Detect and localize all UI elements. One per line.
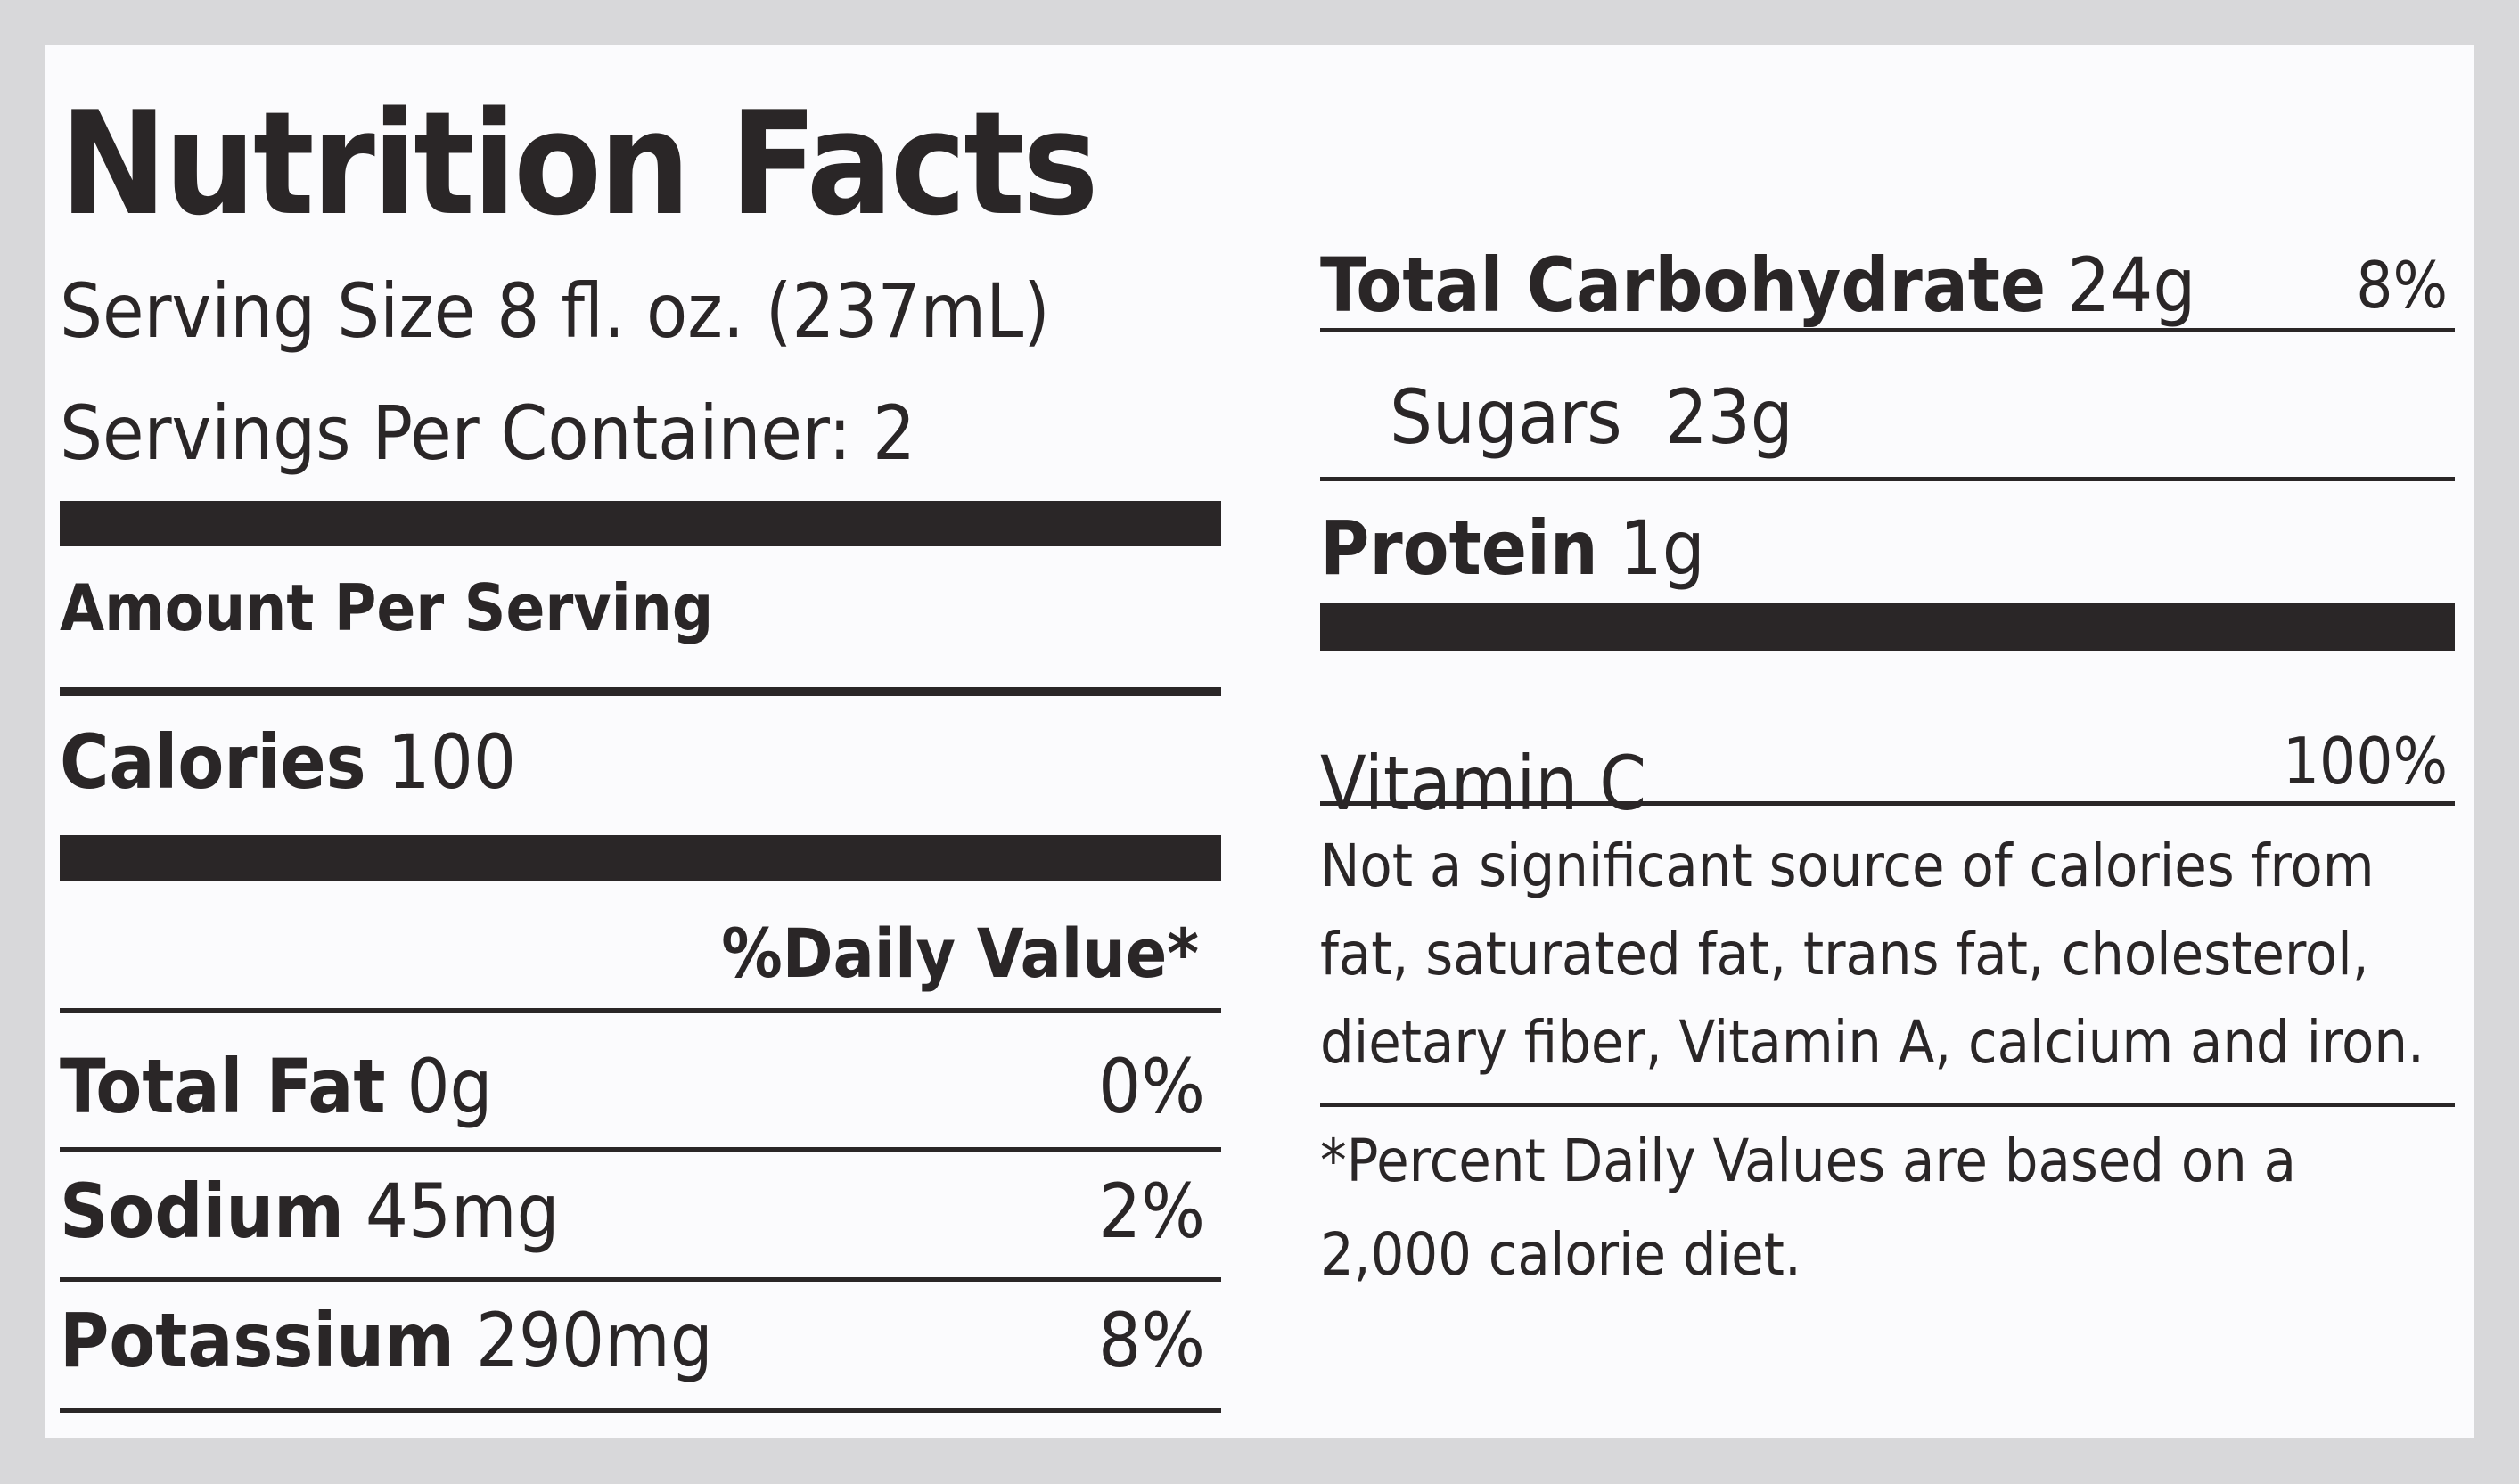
daily-value: 2% (1098, 1168, 1205, 1255)
thick-rule (60, 501, 1221, 546)
nutrition-label: Nutrition Facts Serving Size 8 fl. oz. (… (45, 45, 2474, 1438)
nutrient-amount: 1g (1619, 504, 1705, 592)
thick-rule (1320, 603, 2455, 651)
nutrient-row: Sugars 23g (1390, 373, 1793, 461)
nutrient-label: Sugars (1390, 373, 1622, 461)
rule (1320, 1103, 2455, 1107)
nutrient-label: Total Carbohydrate (1320, 242, 2047, 329)
calories-row: Calories 100 (60, 718, 516, 806)
daily-value: 100% (2282, 724, 2448, 799)
rule (60, 1277, 1221, 1282)
nutrient-label: Sodium (60, 1168, 344, 1255)
nutrient-amount: 290mg (475, 1297, 713, 1384)
servings-per-container: Servings Per Container: 2 (60, 389, 916, 477)
nutrient-label: Potassium (60, 1297, 455, 1384)
amount-per-serving: Amount Per Serving (60, 570, 714, 645)
nutrient-label: Protein (1320, 504, 1598, 592)
calories-amount: 100 (387, 718, 516, 806)
nutrient-label: Total Fat (60, 1043, 386, 1130)
daily-value: 0% (1098, 1043, 1205, 1130)
title: Nutrition Facts (60, 80, 1099, 247)
vitamin-label: Vitamin C (1320, 740, 1647, 827)
calories-label: Calories (60, 718, 366, 806)
daily-value: 8% (2356, 248, 2448, 323)
nutrient-row: Total Carbohydrate 24g 8% (1320, 242, 2448, 329)
nutrient-row: Total Fat 0g 0% (60, 1043, 1205, 1130)
footnote: *Percent Daily Values are based on a 2,0… (1320, 1127, 2297, 1289)
nutrient-amount: 24g (2067, 242, 2196, 329)
daily-value: 8% (1098, 1297, 1205, 1384)
nutrient-amount: 45mg (365, 1168, 560, 1255)
vitamin-row: Vitamin C 100% (1320, 695, 2448, 827)
nutrient-row: Protein 1g (1320, 504, 1705, 592)
rule (60, 1147, 1221, 1152)
rule (1320, 801, 2455, 806)
nutrient-row: Sodium 45mg 2% (60, 1168, 1205, 1255)
rule (60, 1408, 1221, 1413)
rule (60, 1008, 1221, 1013)
daily-value-header: %Daily Value* (721, 914, 1199, 993)
thick-rule (60, 835, 1221, 881)
footnote: Not a significant source of calories fro… (1320, 832, 2425, 1077)
rule (1320, 477, 2455, 481)
nutrient-row: Potassium 290mg 8% (60, 1297, 1205, 1384)
serving-size: Serving Size 8 fl. oz. (237mL) (60, 267, 1050, 355)
rule (1320, 328, 2455, 332)
nutrient-amount: 0g (406, 1043, 493, 1130)
nutrient-amount: 23g (1664, 373, 1793, 461)
rule (60, 687, 1221, 696)
